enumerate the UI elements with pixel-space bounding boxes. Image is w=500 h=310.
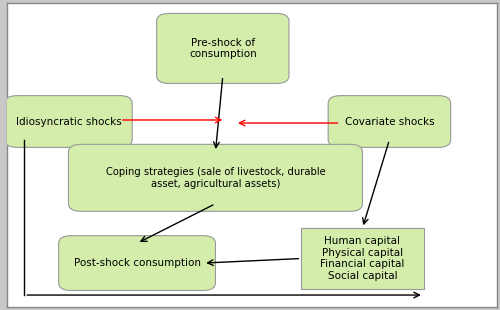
FancyBboxPatch shape — [58, 236, 216, 290]
Text: Post-shock consumption: Post-shock consumption — [74, 258, 200, 268]
Text: Pre-shock of
consumption: Pre-shock of consumption — [189, 38, 256, 59]
FancyBboxPatch shape — [301, 228, 424, 289]
Text: Covariate shocks: Covariate shocks — [344, 117, 434, 126]
Text: Coping strategies (sale of livestock, durable
asset, agricultural assets): Coping strategies (sale of livestock, du… — [106, 167, 326, 188]
FancyBboxPatch shape — [156, 13, 289, 83]
FancyBboxPatch shape — [5, 95, 132, 147]
Text: Human capital
Physical capital
Financial capital
Social capital: Human capital Physical capital Financial… — [320, 236, 404, 281]
FancyBboxPatch shape — [328, 95, 450, 147]
Text: Idiosyncratic shocks: Idiosyncratic shocks — [16, 117, 122, 126]
FancyBboxPatch shape — [68, 144, 362, 211]
